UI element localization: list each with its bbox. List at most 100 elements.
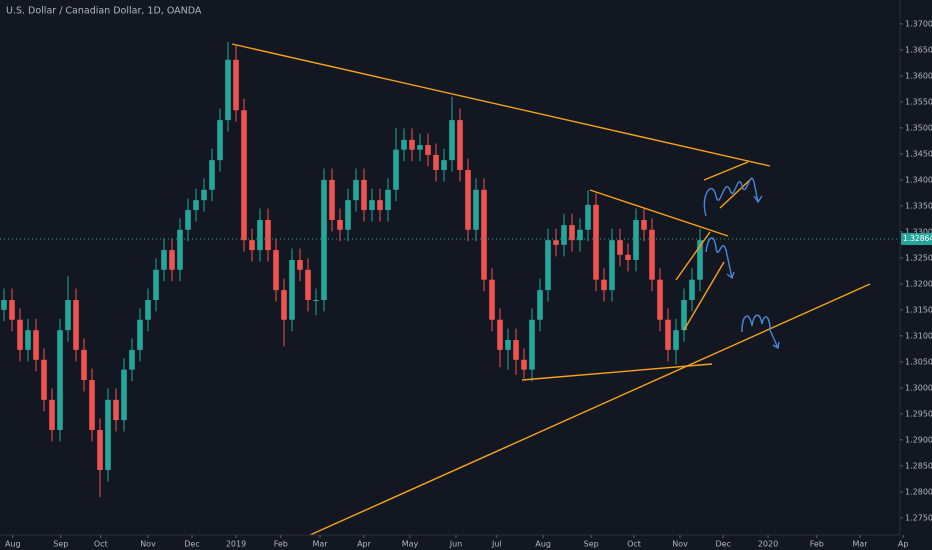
x-tick-label: Dec (715, 540, 730, 549)
candle-body (521, 359, 527, 370)
x-tick-label: Ap (898, 540, 909, 549)
candle-body (65, 299, 71, 331)
candle-body (657, 279, 663, 320)
candle-body (577, 229, 583, 241)
candle-body (233, 59, 239, 111)
y-tick-label: 1.33000 (905, 227, 932, 236)
candle-body (265, 219, 271, 251)
candle-body (625, 254, 631, 260)
candle-body (369, 200, 375, 211)
x-tick-label: Dec (184, 540, 199, 549)
candle-body (449, 120, 455, 161)
candle-body (89, 380, 95, 430)
candle-body (481, 189, 487, 280)
candle-body (377, 200, 383, 211)
y-tick-label: 1.35500 (905, 97, 932, 106)
candle-body (633, 219, 639, 260)
y-tick-label: 1.32500 (905, 253, 932, 262)
y-tick-label: 1.31500 (905, 305, 932, 314)
x-tick-label: Sep (53, 540, 68, 549)
candle-layer (1, 42, 703, 498)
last-price-label: 1.32864 (903, 234, 932, 243)
y-tick-label: 1.28500 (905, 461, 932, 470)
candle-body (697, 240, 703, 280)
candle-body (41, 359, 47, 400)
candle-body (425, 145, 431, 155)
candle-body (209, 160, 215, 190)
y-tick-label: 1.29000 (905, 435, 932, 444)
candle-body (113, 399, 119, 421)
candle-body (73, 299, 79, 350)
y-tick-label: 1.33500 (905, 201, 932, 210)
candle-body (289, 259, 295, 320)
arrow-head (726, 271, 735, 280)
candle-body (409, 139, 415, 150)
candle-body (249, 240, 255, 251)
candle-body (433, 154, 439, 171)
candle-body (441, 160, 447, 171)
candle-body (465, 170, 471, 230)
candle-body (417, 145, 423, 150)
projection-scribble (741, 314, 779, 349)
arrow-head (772, 341, 780, 350)
candle-body (105, 399, 111, 471)
candle-body (569, 225, 575, 241)
candle-body (97, 429, 103, 471)
candle-body (241, 110, 247, 241)
trend-line (703, 161, 749, 181)
candle-body (217, 120, 223, 161)
last-price-box (901, 232, 932, 245)
candle-body (161, 250, 167, 270)
x-tick-label: Feb (810, 540, 824, 549)
arrow-head (753, 195, 763, 204)
y-tick-label: 1.30000 (905, 383, 932, 392)
x-tick-label: Oct (94, 540, 108, 549)
x-tick-label: Aug (5, 540, 21, 549)
x-tick-label: Jun (449, 540, 463, 549)
x-tick-label: Nov (140, 540, 156, 549)
candle-body (137, 319, 143, 350)
candle-body (169, 250, 175, 270)
projection-scribble (705, 237, 733, 279)
x-tick-label: 2019 (226, 540, 246, 549)
candle-body (33, 330, 39, 360)
x-tick-label: Mar (852, 540, 868, 549)
candle-body (473, 189, 479, 230)
candle-body (225, 59, 231, 121)
candle-body (353, 179, 359, 201)
x-tick-label: Feb (274, 540, 288, 549)
trend-line (683, 261, 725, 331)
candle-body (585, 204, 591, 230)
y-tick-label: 1.35000 (905, 123, 932, 132)
y-tick-label: 1.36500 (905, 45, 932, 54)
candle-body (401, 139, 407, 150)
candle-body (49, 399, 55, 430)
candle-body (457, 120, 463, 171)
candle-body (561, 225, 567, 245)
candle-body (281, 290, 287, 320)
y-tick-label: 1.32000 (905, 279, 932, 288)
candle-body (329, 179, 335, 220)
candle-body (185, 210, 191, 230)
x-tick-label: Oct (627, 540, 641, 549)
candle-body (505, 340, 511, 350)
x-tick-label: Jul (491, 540, 502, 549)
y-tick-label: 1.34500 (905, 149, 932, 158)
candle-body (593, 204, 599, 280)
candle-body (273, 250, 279, 291)
candle-body (129, 349, 135, 370)
y-tick-label: 1.30500 (905, 357, 932, 366)
candle-body (649, 229, 655, 280)
candle-body (9, 299, 15, 320)
candle-body (689, 279, 695, 300)
chart-title: U.S. Dollar / Canadian Dollar, 1D, OANDA (6, 6, 202, 17)
candle-body (1, 299, 7, 310)
candle-body (489, 279, 495, 320)
candle-body (385, 189, 391, 211)
candle-body (305, 269, 311, 300)
candle-body (641, 219, 647, 230)
candle-body (529, 319, 535, 370)
